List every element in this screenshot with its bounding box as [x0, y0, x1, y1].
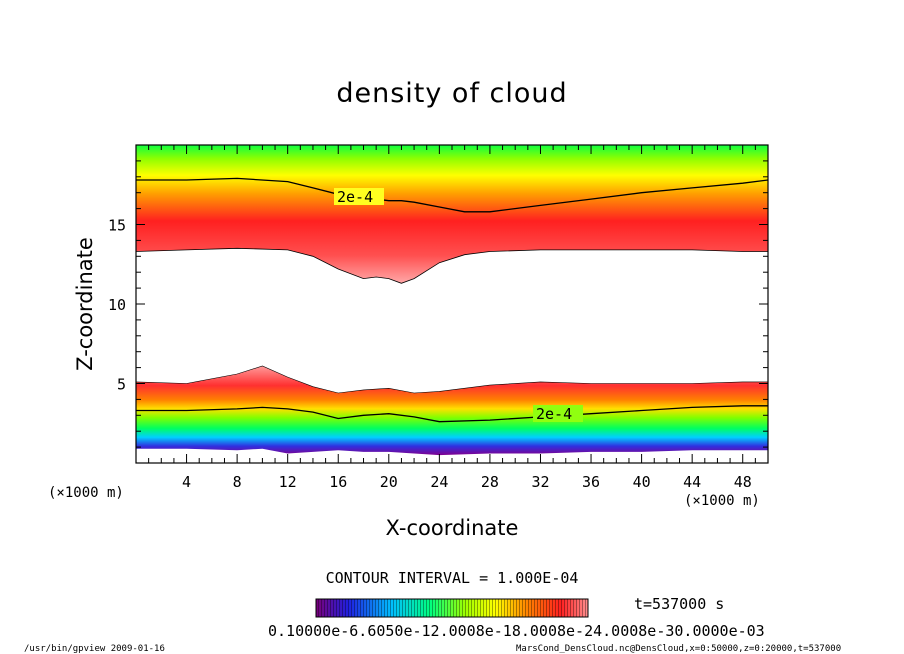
z-unit-label: (×1000 m)	[48, 485, 124, 501]
colorbar-divisions	[316, 599, 588, 617]
upper-cloud-band	[136, 145, 768, 284]
lower-cloud-band	[136, 366, 768, 456]
y-tick-label: 5	[117, 376, 126, 394]
x-axis-title: X-coordinate	[386, 516, 519, 540]
y-axis-ticks: 5 10 15	[108, 160, 768, 448]
upper-contour-line	[136, 177, 768, 213]
source-footer: MarsCond_DensCloud.nc@DensCloud,x=0:5000…	[516, 644, 841, 654]
chart-title: density of cloud	[336, 78, 567, 109]
colorbar-frame	[315, 598, 589, 618]
x-tick-label: 8	[233, 473, 242, 491]
x-tick-label: 36	[582, 473, 600, 491]
lower-band-top-edge	[136, 365, 768, 394]
y-axis-title: Z-coordinate	[73, 237, 97, 371]
upper-contour-label: 2e-4	[337, 188, 373, 206]
x-tick-label: 20	[380, 473, 398, 491]
x-unit-label: (×1000 m)	[684, 493, 760, 509]
lower-contour-label: 2e-4	[536, 405, 572, 423]
lower-contour-line	[136, 405, 768, 423]
y-tick-label: 10	[108, 296, 126, 314]
x-tick-label: 16	[329, 473, 347, 491]
x-tick-label: 4	[182, 473, 191, 491]
x-tick-label: 12	[279, 473, 297, 491]
upper-band-edge	[136, 247, 768, 284]
x-tick-label: 48	[734, 473, 752, 491]
x-axis-ticks: 4 8 12 16 20 24 28 32 36 40 44 48	[148, 145, 756, 491]
y-tick-label: 15	[108, 217, 126, 235]
x-tick-label: 24	[430, 473, 448, 491]
upper-contour-label-bg	[334, 188, 384, 205]
time-label: t=537000 s	[634, 595, 724, 613]
x-tick-label: 28	[481, 473, 499, 491]
x-tick-label: 32	[531, 473, 549, 491]
x-tick-label: 40	[633, 473, 651, 491]
x-tick-label: 44	[683, 473, 701, 491]
contour-interval: CONTOUR INTERVAL = 1.000E-04	[326, 569, 579, 587]
lower-contour-label-bg	[533, 405, 583, 422]
program-footer: /usr/bin/gpview 2009-01-16	[24, 644, 165, 654]
colorbar-tick-labels: 0.10000e-6.6050e-12.0008e-18.0008e-24.00…	[268, 622, 765, 640]
plot-area	[136, 145, 768, 463]
